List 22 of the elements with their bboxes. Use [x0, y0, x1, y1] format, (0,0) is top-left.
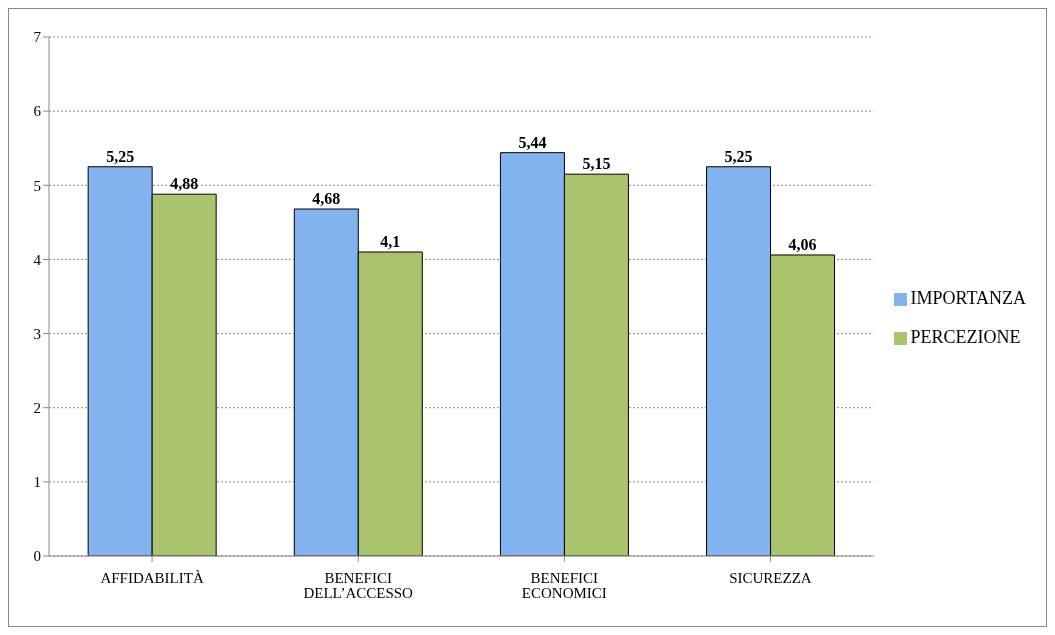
x-tick-label: SICUREZZA: [729, 569, 812, 586]
y-tick-label: 6: [33, 103, 42, 120]
data-label: 4,06: [788, 235, 817, 253]
x-tick-label: BENEFICI DELL’ACCESSO: [303, 569, 414, 601]
data-label: 5,25: [106, 147, 135, 165]
data-label: 4,88: [170, 175, 199, 193]
data-label: 4,68: [312, 190, 341, 208]
x-tick-label: AFFIDABILITÀ: [100, 569, 204, 586]
data-label: 5,44: [518, 133, 547, 151]
data-label: 5,25: [724, 147, 753, 165]
y-tick-label: 3: [33, 325, 41, 342]
x-tick-label: BENEFICI ECONOMICI: [521, 569, 607, 601]
y-tick-label: 5: [33, 177, 41, 194]
legend-label: IMPORTANZA: [910, 287, 1026, 308]
y-tick-label: 1: [33, 474, 41, 491]
y-tick-label: 2: [33, 400, 41, 417]
data-label: 4,1: [380, 233, 401, 251]
data-label: 5,15: [582, 155, 611, 173]
y-tick-label: 4: [33, 251, 42, 268]
y-tick-label: 7: [33, 29, 42, 46]
y-tick-label: 0: [33, 548, 41, 565]
legend-label: PERCEZIONE: [910, 326, 1021, 347]
